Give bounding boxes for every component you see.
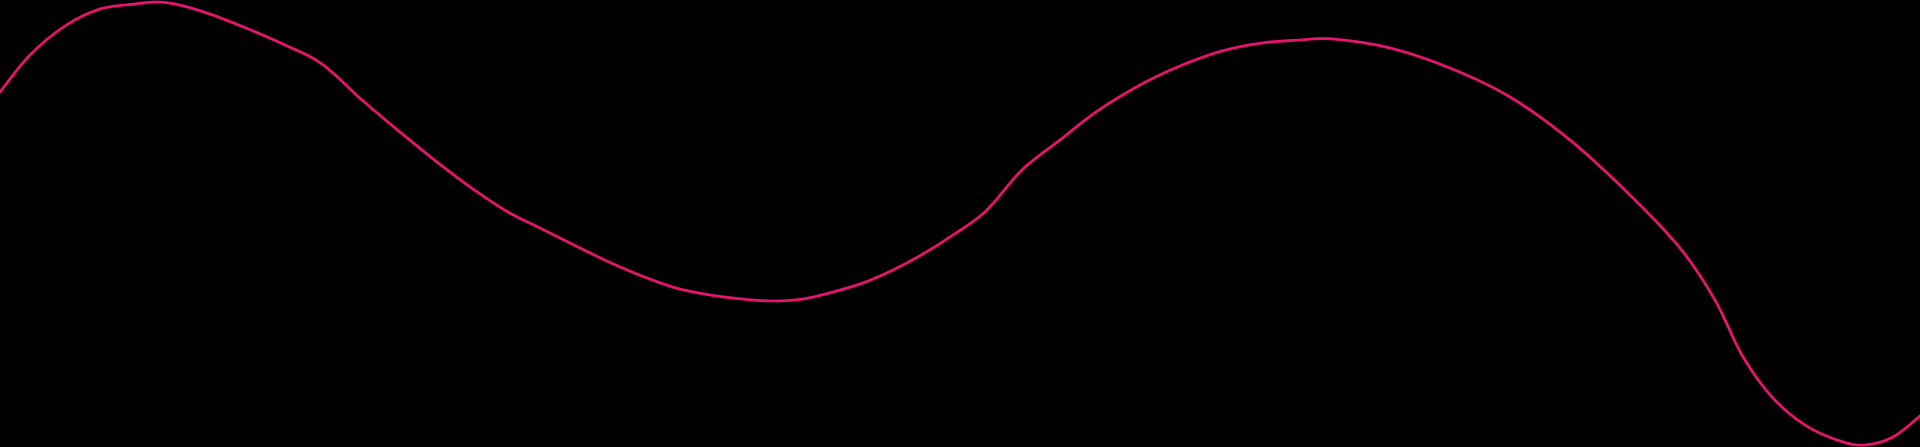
curve-line [0,0,1920,447]
curve-plot [0,0,1920,447]
curve-canvas [0,0,1920,447]
